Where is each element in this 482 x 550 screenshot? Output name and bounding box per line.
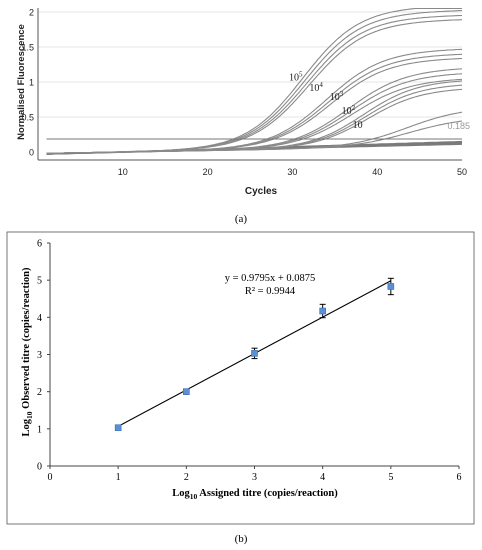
x-tick-label-b: 4 bbox=[320, 472, 325, 483]
scatter-frame bbox=[6, 231, 475, 525]
x-tick-label-a: 40 bbox=[372, 167, 382, 177]
r-squared: R² = 0.9944 bbox=[245, 286, 296, 297]
titre-scatter-chart: 0 1 2 3 4 5 6 0 1 2 3 4 5 6 y = 0.9795x + 0.0875 R² =… bbox=[6, 231, 475, 545]
x-tick-label-b: 5 bbox=[388, 472, 393, 483]
y-axis-label-b-rest: Observed titre (copies/reaction) bbox=[21, 267, 32, 411]
x-tick-label-b: 1 bbox=[116, 472, 121, 483]
y-tick-label-a: 0 bbox=[29, 148, 34, 158]
y-tick-label-b: 0 bbox=[37, 462, 42, 473]
figure-label-a: (a) bbox=[235, 213, 248, 225]
y-tick-label-b: 1 bbox=[37, 424, 42, 435]
dilution-label-base: 10 bbox=[289, 73, 299, 84]
dilution-label-exp: 3 bbox=[340, 90, 344, 98]
data-point bbox=[251, 350, 258, 357]
amplification-curve bbox=[46, 68, 463, 154]
x-axis-label-b-rest: Assigned titre (copies/reaction) bbox=[197, 488, 338, 499]
amplification-curve bbox=[46, 73, 463, 154]
x-axis-label-b-sub: 10 bbox=[190, 492, 198, 501]
amplification-curve bbox=[46, 78, 463, 154]
dilution-label-exp: 4 bbox=[319, 81, 323, 89]
x-tick-label-a: 50 bbox=[457, 167, 467, 177]
y-axis-label-a: Normalised Fluorescence bbox=[16, 24, 27, 140]
y-tick-label-b: 3 bbox=[37, 350, 42, 361]
amplification-curves bbox=[46, 7, 463, 155]
y-tick-label-b: 5 bbox=[37, 276, 42, 287]
x-tick-label-b: 0 bbox=[48, 472, 53, 483]
x-tick-label-b: 6 bbox=[457, 472, 462, 483]
y-tick-label-a: 1.5 bbox=[21, 43, 34, 53]
amplification-curve bbox=[46, 53, 463, 154]
scatter-axes bbox=[47, 242, 460, 469]
data-point bbox=[387, 283, 395, 290]
scatter-points bbox=[114, 277, 395, 432]
data-point bbox=[183, 388, 190, 395]
scatter-tick-labels: 0 1 2 3 4 5 6 0 1 2 3 4 5 6 bbox=[37, 239, 462, 484]
data-point bbox=[114, 424, 122, 432]
y-tick-label-b: 4 bbox=[37, 313, 42, 324]
y-tick-label-b: 6 bbox=[37, 239, 42, 250]
x-tick-label-b: 3 bbox=[252, 472, 257, 483]
data-point bbox=[319, 307, 326, 315]
dilution-label-base: 10 bbox=[309, 83, 319, 94]
figure-label-b: (b) bbox=[235, 533, 248, 545]
threshold-line: 0.185 bbox=[46, 121, 470, 140]
dilution-label-base: 10 bbox=[353, 120, 363, 131]
regression-equation: y = 0.9795x + 0.0875 bbox=[225, 273, 316, 284]
dilution-label-base: 10 bbox=[330, 92, 340, 103]
amplification-curve bbox=[46, 19, 463, 154]
dilution-label: 105 bbox=[289, 71, 303, 84]
y-axis-label-b: Log10 Observed titre (copies/reaction) bbox=[21, 267, 34, 436]
x-tick-label-a: 20 bbox=[203, 167, 213, 177]
y-axis-label-b-sub: 10 bbox=[25, 411, 34, 419]
dilution-label-base: 10 bbox=[342, 106, 352, 117]
amplification-curve bbox=[46, 48, 463, 154]
x-tick-label-b: 2 bbox=[184, 472, 189, 483]
y-tick-label-a: 0.5 bbox=[21, 113, 34, 123]
dilution-label-exp: 2 bbox=[352, 104, 356, 112]
amplification-gridlines bbox=[38, 11, 462, 118]
x-axis-label-b: Log10 Assigned titre (copies/reaction) bbox=[172, 488, 338, 501]
dilution-label-exp: 5 bbox=[299, 71, 303, 79]
y-tick-label-b: 2 bbox=[37, 387, 42, 398]
amplification-axes bbox=[37, 8, 462, 161]
y-tick-label-a: 2 bbox=[29, 8, 34, 18]
x-tick-label-a: 30 bbox=[287, 167, 297, 177]
dilution-label: 103 bbox=[330, 90, 344, 103]
amplification-curve bbox=[46, 7, 462, 154]
threshold-label: 0.185 bbox=[447, 121, 470, 131]
y-tick-label-a: 1 bbox=[29, 78, 34, 88]
dilution-label: 104 bbox=[309, 81, 323, 94]
x-axis-label-a: Cycles bbox=[245, 186, 278, 197]
x-tick-label-a: 10 bbox=[118, 167, 128, 177]
dilution-label: 102 bbox=[342, 104, 356, 117]
amplification-curve bbox=[46, 120, 463, 154]
dilution-label: 10 bbox=[353, 120, 363, 131]
